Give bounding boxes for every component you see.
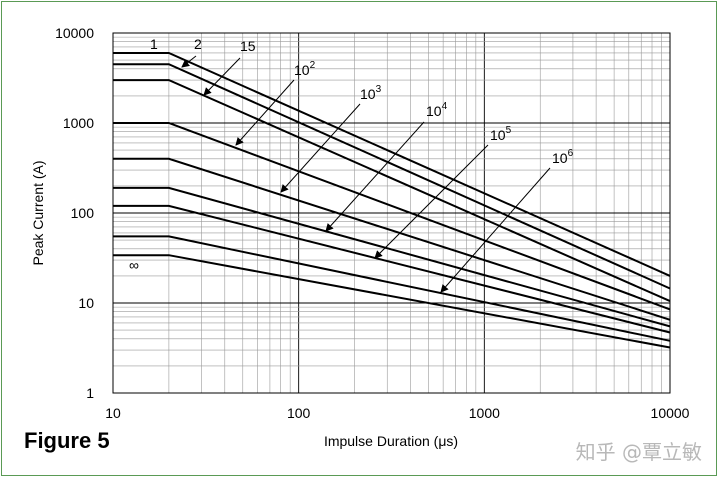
series-line-8 — [113, 235, 671, 342]
svg-text:1: 1 — [150, 36, 158, 52]
svg-text:2: 2 — [194, 36, 202, 52]
annotation-5: 103 — [280, 84, 382, 193]
figure-label: Figure 5 — [24, 428, 110, 453]
y-tick-label: 1 — [86, 385, 94, 401]
plot-border — [112, 32, 671, 394]
series-lines — [113, 52, 671, 349]
annotation-3: 15 — [203, 38, 256, 96]
x-tick-label: 10 — [105, 405, 121, 421]
y-tick-label: 1000 — [63, 115, 94, 131]
annotations: 1 2 15 102 103 104 105 106 ∞ — [129, 36, 574, 293]
y-tick-label: 100 — [71, 205, 95, 221]
series-line-1 — [113, 52, 671, 277]
x-tick-label: 10000 — [651, 405, 690, 421]
series-line-2 — [113, 63, 671, 290]
annotation-arrow — [440, 167, 551, 293]
x-axis-label: Impulse Duration (μs) — [324, 433, 458, 449]
svg-text:∞: ∞ — [129, 257, 139, 273]
svg-text:102: 102 — [294, 60, 316, 78]
annotation-arrow — [325, 121, 425, 232]
tick-labels: 10 100 1000 10000 1 10 100 1000 10000 — [55, 25, 690, 421]
annotation-arrow — [374, 144, 489, 259]
svg-text:15: 15 — [240, 38, 256, 54]
series-line-5 — [113, 157, 671, 321]
annotation-7: 105 — [374, 125, 512, 259]
grid-layer — [113, 33, 670, 393]
series-line-6 — [113, 186, 671, 328]
annotation-arrow — [235, 79, 295, 146]
annotation-8: 106 — [440, 148, 574, 293]
svg-text:104: 104 — [426, 101, 448, 119]
x-tick-label: 1000 — [469, 405, 500, 421]
y-tick-label: 10000 — [55, 25, 94, 41]
x-tick-label: 100 — [287, 405, 311, 421]
svg-text:106: 106 — [552, 148, 574, 166]
y-tick-label: 10 — [78, 295, 94, 311]
watermark: 知乎 @覃立敏 — [575, 440, 702, 464]
svg-text:105: 105 — [490, 125, 512, 143]
annotation-2: 2 — [181, 36, 202, 68]
annotation-arrow — [280, 103, 361, 193]
series-line-3 — [113, 79, 671, 303]
annotation-9: ∞ — [129, 257, 139, 273]
annotation-4: 102 — [235, 60, 316, 146]
svg-text:103: 103 — [360, 84, 382, 102]
y-axis-label: Peak Current (A) — [30, 160, 46, 265]
series-line-4 — [113, 122, 671, 311]
series-line-7 — [113, 204, 671, 334]
annotation-arrow — [203, 57, 241, 96]
annotation-arrow — [181, 55, 197, 68]
annotation-6: 104 — [325, 101, 448, 232]
series-line-9 — [113, 254, 671, 349]
annotation-1: 1 — [150, 36, 158, 52]
